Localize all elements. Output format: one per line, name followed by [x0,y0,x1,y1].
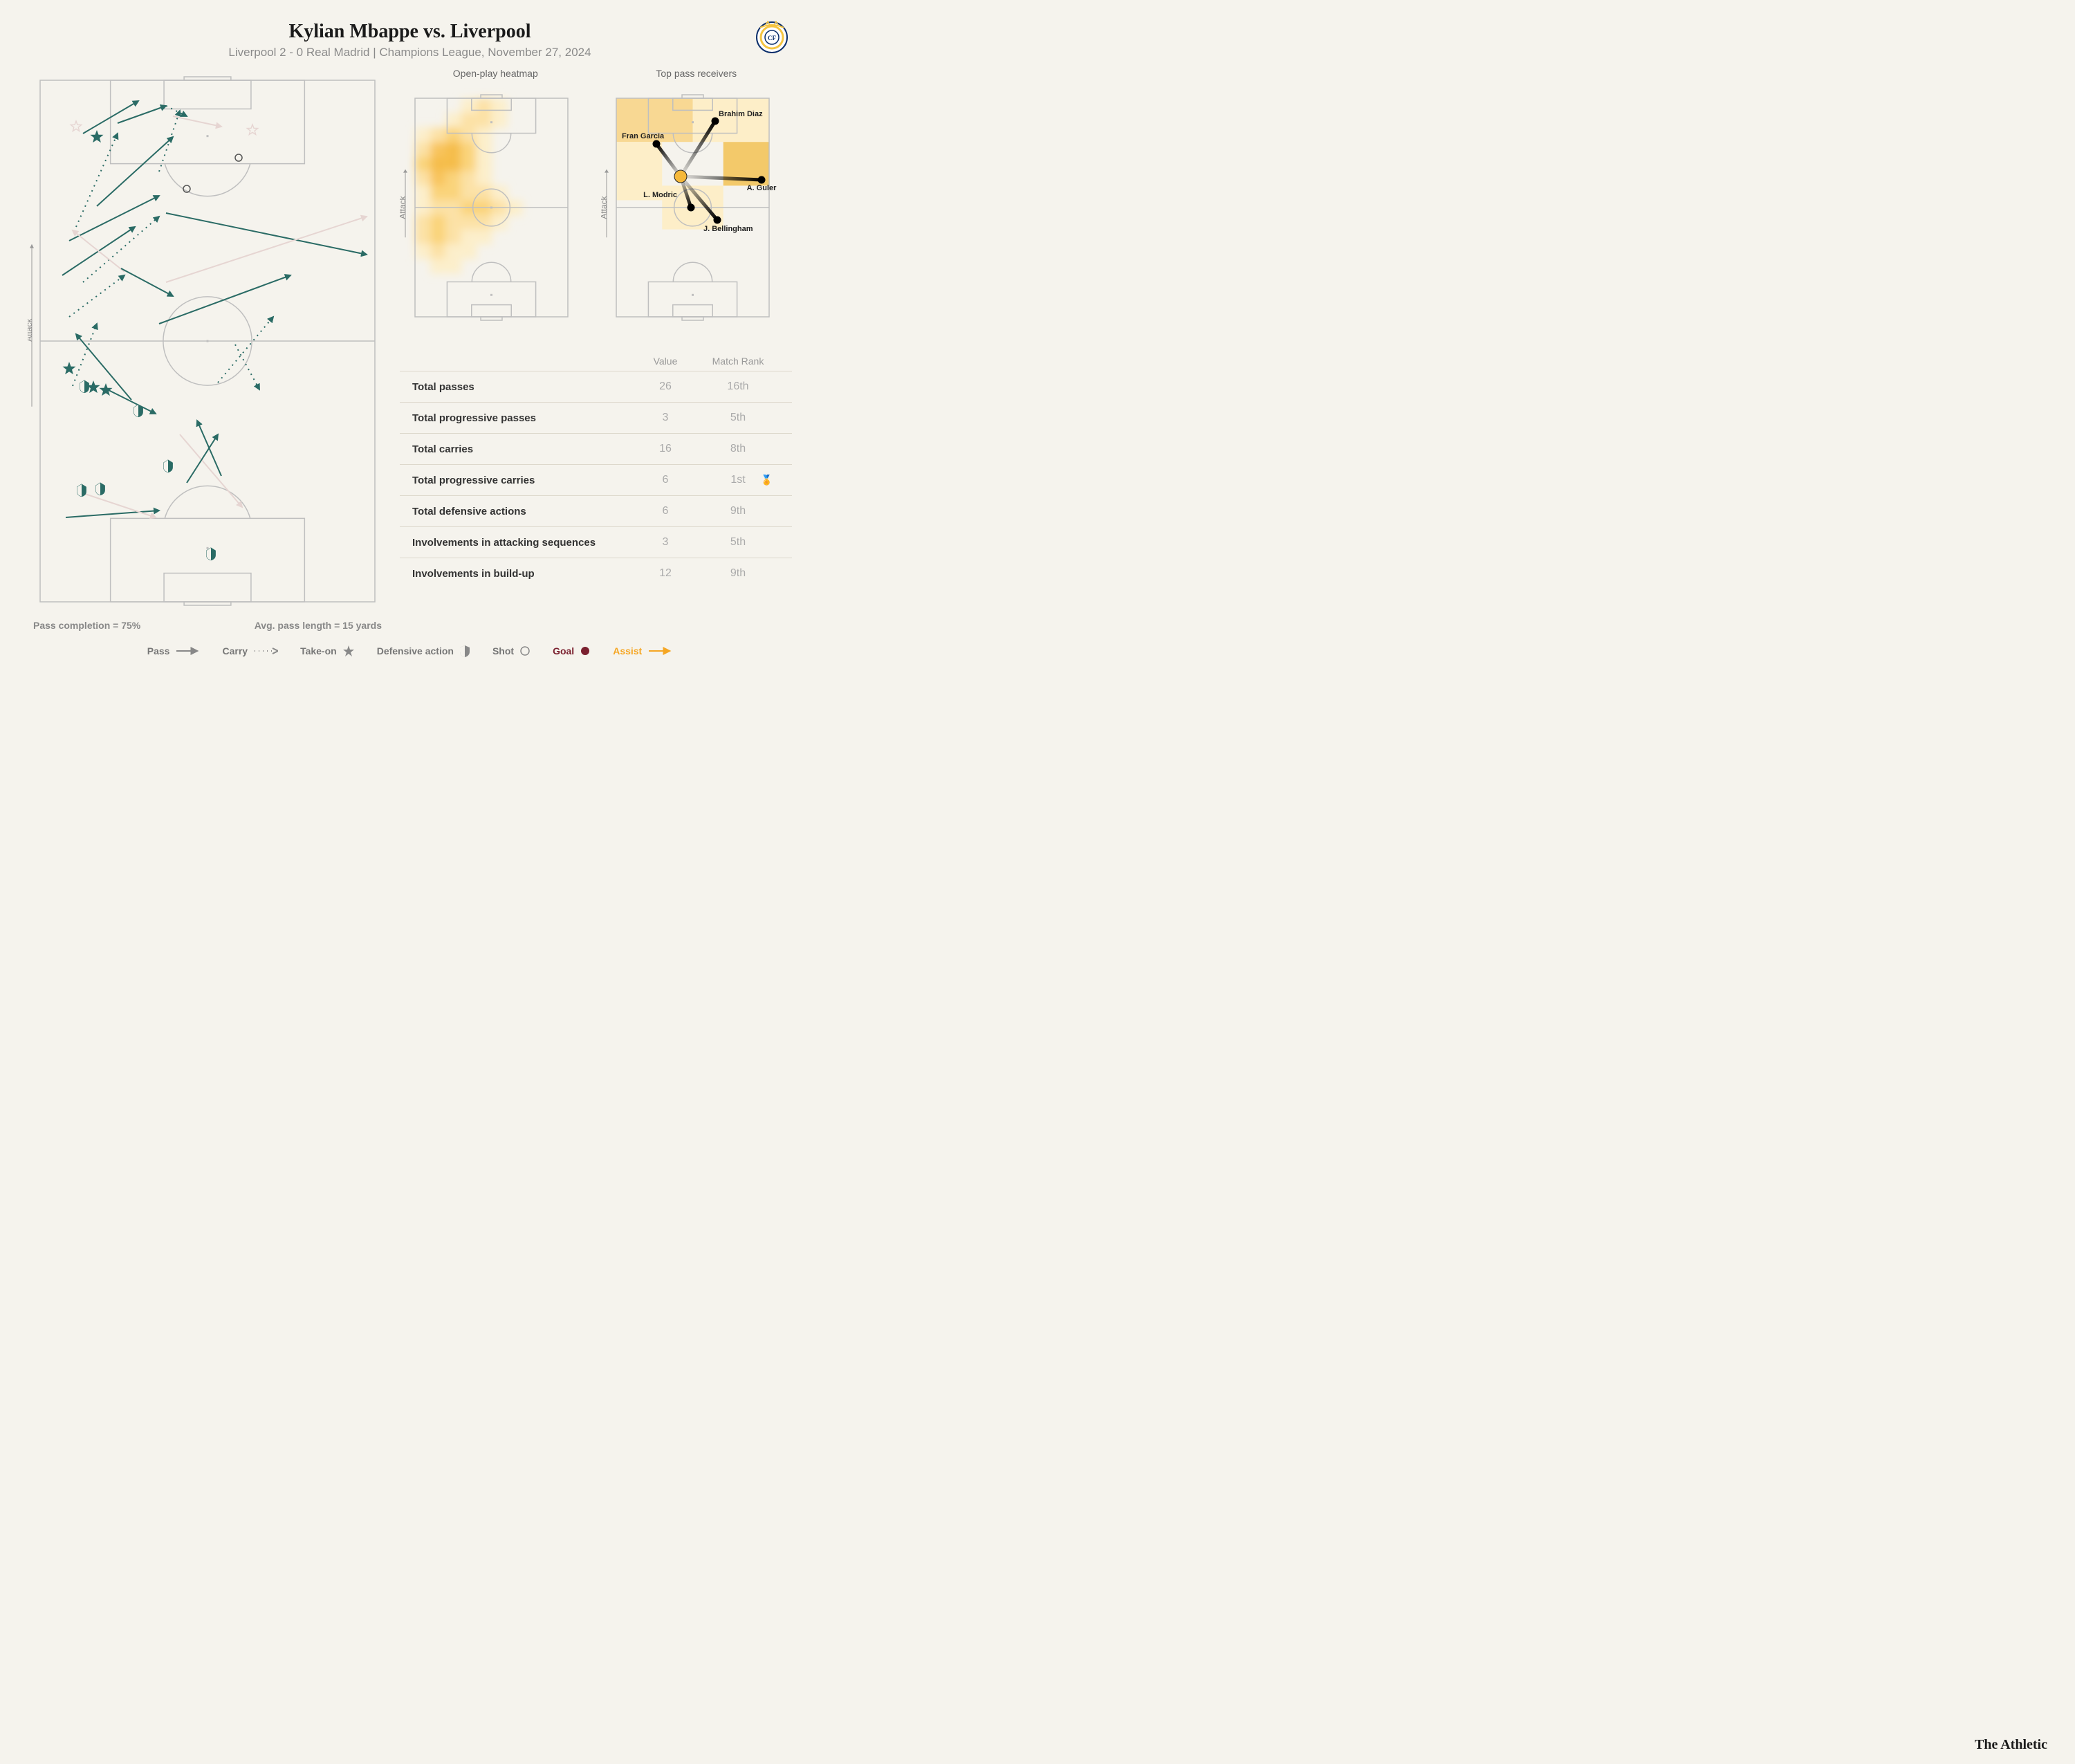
action-map-chart: Attack [28,68,387,614]
legend-carry: Carry [222,645,278,656]
svg-text:L. Modric: L. Modric [643,191,677,199]
legend-takeon: Take-on [300,645,355,657]
stats-row: Involvements in attacking sequences35th [400,526,792,558]
legend-assist: Assist [613,645,672,656]
medal-icon: 🏅 [761,475,773,486]
stats-row: Total carries168th [400,433,792,464]
stats-table: Value Match Rank Total passes2616thTotal… [400,351,792,589]
legend-defensive: Defensive action [377,645,470,657]
stats-row: Total passes2616th [400,371,792,402]
svg-text:J. Bellingham: J. Bellingham [703,225,753,233]
main-grid: Attack Pass completion = 75% Avg. pass l… [28,68,792,631]
legend-shot: Shot [492,645,531,656]
stats-col-value: Value [634,356,697,367]
svg-text:A. Guler: A. Guler [746,184,777,192]
action-map-caption: Pass completion = 75% Avg. pass length =… [28,620,387,631]
legend-goal: Goal [553,645,591,656]
heatmap-panel: Open-play heatmap Attack [400,68,591,332]
legend: Pass Carry Take-on Defensive action Shot… [28,645,792,657]
stats-col-rank: Match Rank [697,356,780,367]
heatmap-title: Open-play heatmap [400,68,591,79]
svg-text:Brahim Diaz: Brahim Diaz [719,110,763,118]
svg-text:Fran Garcia: Fran Garcia [622,132,665,140]
page-title: Kylian Mbappe vs. Liverpool [28,21,792,43]
action-map-panel: Attack Pass completion = 75% Avg. pass l… [28,68,387,631]
legend-pass: Pass [147,645,201,656]
header: Kylian Mbappe vs. Liverpool Liverpool 2 … [28,21,792,59]
stats-row: Total progressive carries61st🏅 [400,464,792,495]
receivers-panel: Top pass receivers Brahim DiazFran Garci… [601,68,793,332]
receivers-chart: Brahim Diaz Fran Garcia A. Guler L. Modric J… [601,83,784,332]
svg-text:Attack: Attack [400,195,407,219]
stats-header: Value Match Rank [400,351,792,371]
stats-row: Involvements in build-up129th [400,558,792,589]
team-crest-icon: CF [752,21,792,72]
heatmap-chart: Attack [400,83,583,332]
pass-completion-label: Pass completion = 75% [33,620,140,631]
right-panel: Open-play heatmap Attack Top pass receiv… [400,68,792,631]
brand-label: The Athletic [1975,1737,2047,1753]
svg-text:Attack: Attack [28,318,34,342]
avg-pass-length-label: Avg. pass length = 15 yards [255,620,382,631]
stats-row: Total defensive actions69th [400,495,792,526]
svg-text:Attack: Attack [601,195,609,219]
stats-row: Total progressive passes35th [400,402,792,433]
svg-text:CF: CF [768,35,776,42]
page-subtitle: Liverpool 2 - 0 Real Madrid | Champions … [28,46,792,59]
